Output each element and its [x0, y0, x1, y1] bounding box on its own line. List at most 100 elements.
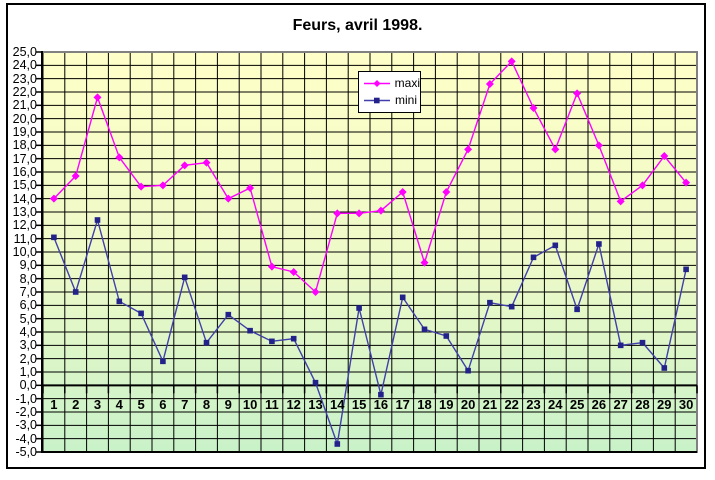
data-point-mini [203, 339, 210, 346]
data-point-maxi [115, 153, 124, 162]
data-point-maxi [267, 262, 276, 271]
legend-item-mini: mini [363, 94, 420, 107]
legend-label-mini: mini [395, 93, 418, 107]
y-axis-label: 6,0 [19, 298, 37, 313]
data-point-mini [465, 367, 471, 374]
x-axis-label: 6 [159, 397, 167, 412]
y-axis-label: -2,0 [15, 405, 37, 419]
data-point-mini [51, 234, 57, 241]
x-axis-label: 20 [460, 397, 476, 412]
x-axis-label: 28 [635, 397, 650, 412]
y-axis-label: -5,0 [15, 445, 37, 459]
data-point-maxi [202, 158, 211, 167]
data-point-mini [116, 298, 123, 305]
data-point-maxi [93, 93, 102, 102]
y-axis-label: 12,0 [12, 218, 37, 233]
x-axis-label: 4 [115, 397, 123, 412]
data-point-mini [356, 305, 362, 311]
y-axis-label: 20,0 [12, 111, 37, 126]
data-point-mini [683, 266, 689, 273]
x-axis-label: 16 [373, 397, 389, 412]
data-point-maxi [616, 197, 625, 206]
x-axis-label: 5 [137, 397, 145, 412]
data-point-mini [574, 306, 580, 313]
x-axis-label: 13 [308, 397, 323, 412]
data-point-maxi [442, 188, 451, 196]
y-axis-label: -1,0 [15, 391, 37, 406]
x-axis-label: 29 [657, 397, 672, 412]
y-axis-label: 5,0 [19, 311, 37, 326]
y-axis-label: 10,0 [12, 245, 37, 259]
x-axis-label: 9 [224, 397, 232, 412]
x-axis-label: 15 [351, 397, 367, 412]
data-point-maxi [682, 178, 691, 187]
y-axis-label: 9,0 [19, 258, 37, 273]
y-axis-label: 24,0 [12, 58, 37, 73]
y-axis-label: 0,0 [19, 378, 37, 393]
y-axis-label: 14,0 [12, 191, 37, 206]
y-axis-label: 11,0 [13, 231, 37, 246]
x-axis-label: 25 [569, 397, 585, 412]
legend-sample-marker [374, 97, 380, 104]
y-axis-label: 4,0 [19, 325, 37, 339]
legend-item-maxi: maxi [363, 77, 420, 90]
data-point-maxi [507, 57, 516, 66]
data-point-maxi [594, 141, 603, 150]
x-axis-label: 14 [330, 397, 345, 412]
x-axis-label: 2 [72, 397, 80, 412]
data-point-maxi [71, 172, 80, 180]
y-axis-label: 2,0 [19, 351, 37, 366]
data-point-maxi [333, 209, 342, 218]
x-axis-label: 1 [50, 397, 58, 412]
data-point-maxi [224, 194, 233, 203]
data-point-mini [72, 289, 79, 295]
y-axis-label: 22,0 [12, 85, 37, 99]
data-point-maxi [376, 206, 385, 215]
y-axis-label: 16,0 [12, 165, 37, 179]
data-point-maxi [638, 181, 647, 190]
data-point-mini [94, 217, 101, 223]
data-point-mini [617, 342, 624, 349]
x-axis-label: 7 [181, 397, 189, 412]
data-point-maxi [311, 288, 320, 296]
data-point-mini [334, 441, 341, 447]
data-point-mini [508, 303, 515, 310]
data-point-maxi [420, 258, 429, 267]
data-point-maxi [464, 145, 473, 154]
data-point-maxi [180, 161, 189, 170]
mini-line-marker-icon [364, 97, 390, 104]
x-axis-label: 27 [613, 397, 628, 412]
y-axis-label: 19,0 [12, 125, 37, 139]
data-point-mini [290, 335, 297, 342]
data-point-mini [530, 254, 537, 261]
data-point-maxi [529, 104, 538, 112]
data-point-mini [225, 311, 232, 318]
data-point-mini [160, 358, 166, 365]
y-axis-label: 21,0 [12, 98, 37, 113]
data-point-maxi [158, 181, 167, 190]
data-point-maxi [660, 152, 669, 160]
y-axis-label: 25,0 [12, 45, 37, 59]
chart-title: Feurs, avril 1998. [292, 17, 423, 34]
x-axis-label: 17 [395, 397, 410, 412]
data-point-mini [421, 326, 428, 333]
data-point-maxi [398, 188, 407, 196]
data-point-mini [487, 299, 493, 306]
data-point-maxi [485, 80, 494, 88]
y-axis-label: 3,0 [19, 338, 37, 353]
legend-sample-marker [373, 80, 381, 87]
x-axis-label: 12 [286, 397, 301, 412]
data-point-mini [443, 333, 450, 339]
data-point-mini [661, 365, 668, 371]
data-point-maxi [246, 184, 255, 192]
y-axis-label: 17,0 [12, 151, 37, 166]
data-point-mini [399, 294, 406, 301]
y-axis-label: 13,0 [12, 205, 37, 219]
data-point-mini [138, 310, 144, 317]
x-axis-label: 18 [417, 397, 432, 412]
data-point-mini [181, 274, 188, 281]
x-axis-label: 3 [93, 397, 102, 412]
x-axis-label: 22 [504, 397, 519, 412]
x-axis-label: 10 [242, 397, 258, 412]
